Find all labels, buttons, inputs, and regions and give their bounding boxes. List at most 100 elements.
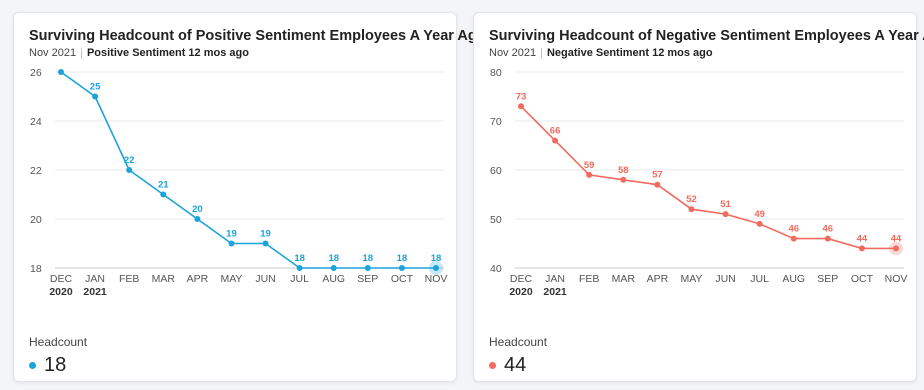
y-tick-label: 50 [490, 214, 502, 226]
legend-dot-icon [29, 362, 36, 369]
data-label: 49 [754, 209, 765, 220]
data-label: 18 [431, 253, 442, 264]
data-point[interactable] [92, 93, 99, 100]
x-year-label: 2021 [543, 286, 567, 298]
data-point[interactable] [58, 69, 64, 75]
data-point[interactable] [654, 181, 661, 188]
chart-subtitle: Nov 2021 | Negative Sentiment 12 mos ago [489, 47, 713, 59]
data-point[interactable] [364, 265, 371, 271]
legend-label: Headcount [29, 335, 88, 349]
data-label: 22 [124, 155, 135, 166]
x-tick-label: FEB [119, 273, 139, 285]
y-tick-label: 26 [30, 67, 42, 79]
data-label: 66 [550, 126, 561, 137]
x-tick-label: MAR [152, 273, 176, 285]
data-point[interactable] [228, 240, 235, 247]
negative-sentiment-card: Surviving Headcount of Negative Sentimen… [473, 12, 924, 382]
data-point[interactable] [126, 167, 133, 173]
x-tick-label: JUN [255, 273, 275, 285]
data-point[interactable] [722, 211, 729, 218]
data-label: 19 [260, 229, 271, 240]
data-point[interactable] [620, 176, 627, 183]
legend-dot-icon [489, 362, 496, 369]
data-label: 46 [788, 224, 799, 235]
x-year-label: 2020 [49, 286, 73, 298]
data-label: 73 [516, 91, 527, 102]
y-tick-label: 18 [30, 263, 42, 275]
x-tick-label: SEP [817, 273, 838, 285]
x-year-label: 2020 [509, 286, 533, 298]
x-tick-label: MAR [612, 273, 636, 285]
y-tick-label: 40 [490, 263, 502, 275]
data-label: 52 [686, 194, 697, 205]
y-tick-label: 60 [490, 165, 502, 177]
data-point[interactable] [160, 191, 167, 198]
x-tick-label: APR [647, 273, 669, 285]
data-label: 51 [720, 199, 731, 210]
x-tick-label: APR [187, 273, 209, 285]
data-label: 19 [226, 229, 237, 240]
data-label: 21 [158, 180, 169, 191]
data-label: 58 [618, 165, 629, 176]
x-year-label: 2021 [83, 286, 107, 298]
data-point[interactable] [433, 265, 439, 271]
subtitle-series: Positive Sentiment 12 mos ago [86, 47, 249, 59]
x-tick-label: JUL [750, 273, 769, 285]
x-tick-label: FEB [579, 273, 599, 285]
x-tick-label: DEC [510, 273, 533, 285]
legend-value-text: 44 [504, 354, 527, 376]
data-point[interactable] [296, 265, 303, 271]
chart-title: Surviving Headcount of Negative Sentimen… [489, 28, 924, 44]
data-point[interactable] [824, 235, 831, 242]
data-point[interactable] [194, 216, 201, 222]
data-point[interactable] [518, 103, 524, 110]
data-label: 59 [584, 160, 595, 171]
positive-sentiment-card: Surviving Headcount of Positive Sentimen… [13, 12, 486, 382]
x-tick-label: JUL [290, 273, 309, 285]
data-point[interactable] [858, 245, 865, 252]
x-tick-label: AUG [782, 273, 805, 285]
y-tick-label: 20 [30, 214, 42, 226]
data-point[interactable] [893, 245, 899, 252]
legend-value: 44 [489, 354, 526, 377]
x-tick-label: DEC [50, 273, 73, 285]
x-tick-label: JUN [715, 273, 735, 285]
x-tick-label: MAY [220, 273, 242, 285]
x-tick-label: OCT [391, 273, 414, 285]
x-tick-label: NOV [885, 273, 908, 285]
x-tick-label: JAN [545, 273, 565, 285]
x-tick-label: SEP [357, 273, 378, 285]
data-point[interactable] [756, 220, 763, 227]
subtitle-period: Nov 2021 [489, 47, 537, 59]
legend-value: 18 [29, 354, 66, 377]
y-tick-label: 80 [490, 67, 502, 79]
data-point[interactable] [398, 265, 405, 271]
data-point[interactable] [262, 240, 269, 247]
series-line [60, 71, 436, 269]
subtitle-period: Nov 2021 [29, 47, 77, 59]
x-tick-label: NOV [425, 273, 448, 285]
data-label: 44 [891, 233, 902, 244]
x-tick-label: MAY [680, 273, 702, 285]
x-tick-label: OCT [851, 273, 874, 285]
data-point[interactable] [552, 137, 559, 144]
y-tick-label: 22 [30, 165, 42, 177]
subtitle-separator: | [540, 47, 543, 59]
y-tick-label: 24 [30, 116, 42, 128]
data-point[interactable] [330, 265, 337, 271]
data-point[interactable] [586, 171, 593, 178]
data-point[interactable] [688, 206, 695, 213]
data-label: 18 [294, 253, 305, 264]
y-tick-label: 70 [490, 116, 502, 128]
data-point[interactable] [790, 235, 797, 242]
x-tick-label: JAN [85, 273, 105, 285]
data-label: 20 [192, 204, 203, 215]
chart-title: Surviving Headcount of Positive Sentimen… [29, 28, 486, 44]
series-line [520, 105, 896, 250]
subtitle-separator: | [80, 47, 83, 59]
chart-subtitle: Nov 2021 | Positive Sentiment 12 mos ago [29, 47, 249, 59]
data-label: 18 [328, 253, 339, 264]
